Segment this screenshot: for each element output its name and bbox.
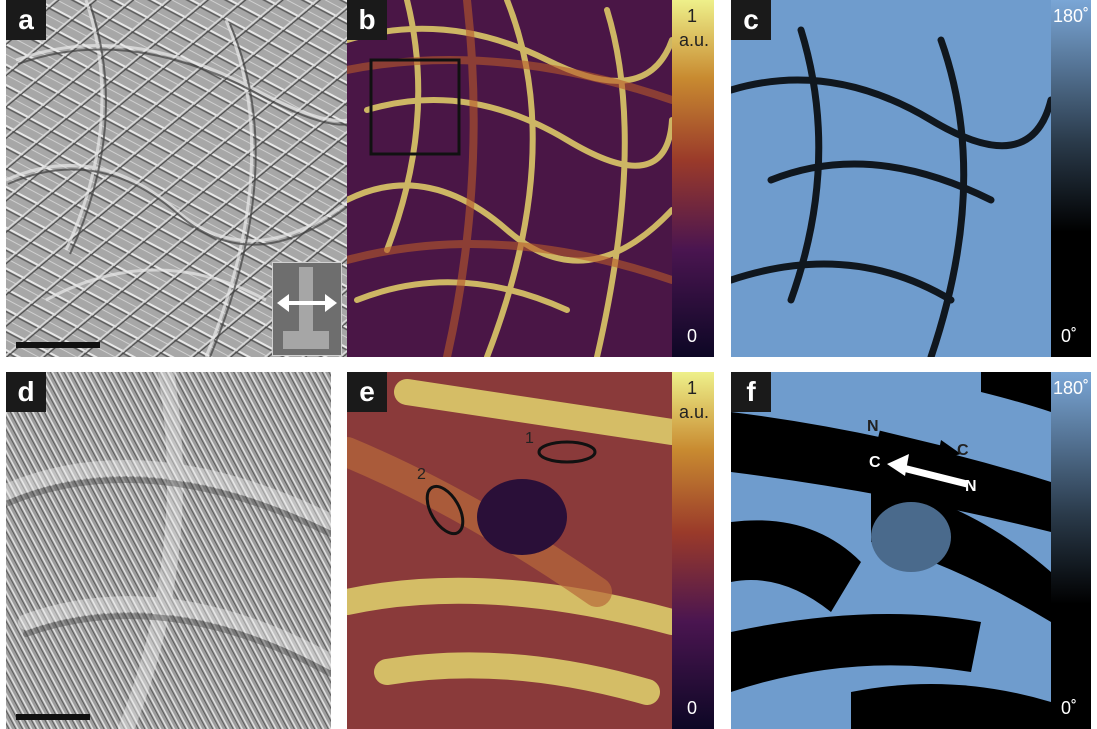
arrow-2-end-label: C (869, 454, 881, 471)
colorbar-min-label: 0˚ (1061, 698, 1078, 718)
arrow-2-head (887, 454, 909, 476)
phase-colorbar (1051, 372, 1091, 729)
amplitude-colorbar (672, 372, 714, 729)
panel-f-phase-zoom: f N C N C 180˚ 0˚ (731, 372, 1091, 729)
topography-image (6, 0, 363, 357)
double-arrow-icon (277, 267, 337, 349)
colorbar-max-label: 180˚ (1053, 378, 1090, 398)
scale-bar (16, 714, 90, 720)
amplitude-image (347, 0, 714, 357)
panel-tag-b: b (347, 0, 387, 40)
region-1-label: 1 (525, 430, 534, 447)
amplitude-colorbar (672, 0, 714, 357)
panel-e-amplitude-zoom: e 1 2 1 a.u. 0 (347, 372, 714, 729)
panel-d-topography-zoom: d (6, 372, 331, 729)
arrow-1-start-label: N (867, 418, 879, 435)
afm-tip-icon (272, 262, 342, 356)
scale-bar (16, 342, 100, 348)
phase-image (731, 0, 1091, 357)
panel-tag-f: f (731, 372, 771, 412)
panel-tag-e: e (347, 372, 387, 412)
panel-c-phase: c 180˚ 0˚ (731, 0, 1091, 357)
arrow-2-start-label: N (965, 478, 977, 495)
panel-tag-c: c (731, 0, 771, 40)
colorbar-min-label: 0 (687, 326, 698, 346)
panel-tag-d: d (6, 372, 46, 412)
colorbar-unit-label: a.u. (679, 402, 710, 422)
zoom-region-box (369, 58, 461, 156)
colorbar-max-label: 180˚ (1053, 6, 1090, 26)
colorbar-min-label: 0˚ (1061, 326, 1078, 346)
phase-colorbar (1051, 0, 1091, 357)
region-2-ellipse (425, 484, 465, 536)
arrow-1-line (878, 430, 946, 454)
region-2-label: 2 (417, 466, 426, 483)
amplitude-zoom-image (347, 372, 714, 729)
colorbar-max-label: 1 (687, 378, 698, 398)
colorbar-unit-label: a.u. (679, 30, 710, 50)
colorbar-min-label: 0 (687, 698, 698, 718)
region-1-ellipse (537, 440, 597, 464)
colorbar-max-label: 1 (687, 6, 698, 26)
arrow-1-end-label: C (957, 442, 969, 459)
panel-tag-a: a (6, 0, 46, 40)
phase-zoom-image (731, 372, 1091, 729)
panel-b-amplitude: b 1 a.u. 0 (347, 0, 714, 357)
topography-zoom-image (6, 372, 331, 729)
panel-a-topography: a (6, 0, 363, 357)
arrow-2-line (902, 464, 968, 488)
arrow-1-head (937, 440, 961, 460)
